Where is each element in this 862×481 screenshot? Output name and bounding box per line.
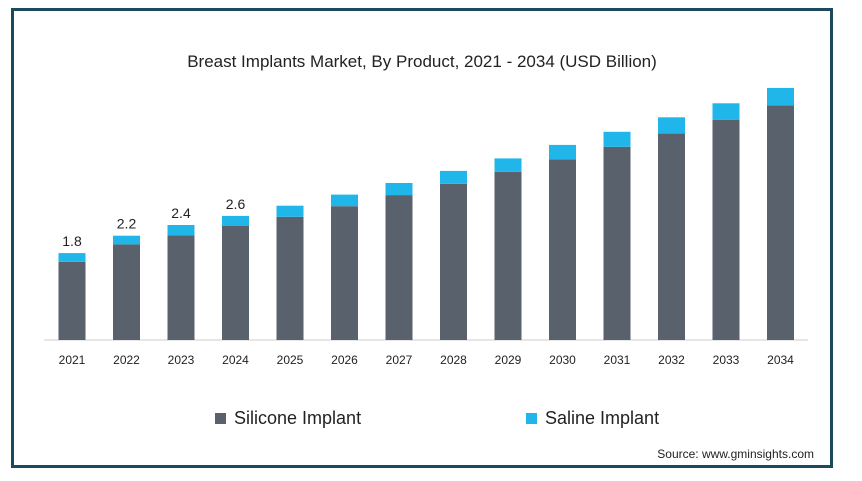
x-tick-label-2023: 2023	[168, 353, 195, 367]
x-tick-label-2030: 2030	[549, 353, 576, 367]
legend-item-saline: Saline Implant	[526, 408, 659, 429]
bar-silicone-2029	[494, 171, 522, 340]
bar-saline-2028	[440, 170, 467, 184]
bar-silicone-2021	[58, 261, 86, 340]
x-tick-label-2021: 2021	[59, 353, 86, 367]
bar-silicone-2025	[276, 216, 304, 340]
bar-saline-2022	[113, 235, 140, 245]
bar-silicone-2026	[331, 206, 358, 340]
chart-title: Breast Implants Market, By Product, 2021…	[187, 52, 657, 71]
legend-swatch-silicone	[215, 413, 226, 424]
legend-swatch-saline	[526, 413, 537, 424]
bar-saline-2033	[712, 103, 740, 120]
legend-item-silicone: Silicone Implant	[215, 408, 361, 429]
bar-saline-2021	[58, 253, 86, 262]
bar-silicone-2028	[440, 184, 467, 340]
bar-saline-2026	[331, 194, 358, 207]
x-tick-label-2025: 2025	[277, 353, 304, 367]
x-tick-label-2033: 2033	[713, 353, 740, 367]
bar-silicone-2032	[658, 133, 685, 340]
bar-silicone-2034	[767, 105, 794, 340]
bars-layer	[58, 87, 794, 340]
x-tick-label-2031: 2031	[604, 353, 631, 367]
bar-silicone-2023	[167, 235, 195, 340]
x-tick-label-2034: 2034	[767, 353, 794, 367]
x-tick-label-2032: 2032	[658, 353, 685, 367]
bar-saline-2031	[603, 131, 631, 147]
labels-layer: 1.8 2.2 2.4 2.6	[62, 196, 245, 249]
x-tick-label-2028: 2028	[440, 353, 467, 367]
data-label-2021: 1.8	[62, 233, 82, 249]
bar-saline-2023	[167, 225, 195, 236]
data-label-2023: 2.4	[171, 205, 191, 221]
bar-silicone-2033	[712, 119, 740, 340]
x-tick-label-2026: 2026	[331, 353, 358, 367]
bar-chart: 1.82.22.42.6 2021 2022 2023 2024 2025 2026 202…	[44, 87, 808, 367]
x-tick-label-2024: 2024	[222, 353, 249, 367]
x-tick-label-2027: 2027	[386, 353, 413, 367]
bar-saline-2029	[494, 158, 522, 172]
x-tick-label-2029: 2029	[495, 353, 522, 367]
bar-saline-2025	[276, 205, 304, 217]
legend: Silicone Implant Saline Implant	[0, 408, 862, 432]
data-label-2024: 2.6	[226, 196, 246, 212]
bar-saline-2032	[658, 117, 685, 134]
bar-saline-2027	[385, 183, 413, 196]
bar-silicone-2022	[113, 244, 140, 340]
legend-label-silicone: Silicone Implant	[234, 408, 362, 428]
ticks-layer: 2021 2022 2023 2024 2025 2026 2027 2028 2029 2030…	[59, 353, 795, 367]
bar-saline-2034	[767, 87, 794, 106]
source-note: Source: www.gminsights.com	[657, 447, 814, 461]
legend-label-saline: Saline Implant	[545, 408, 660, 428]
x-tick-label-2022: 2022	[113, 353, 140, 367]
bar-silicone-2024	[222, 226, 249, 340]
bar-saline-2024	[222, 215, 249, 226]
data-label-2022: 2.2	[117, 216, 137, 232]
bar-silicone-2031	[603, 146, 631, 340]
bar-silicone-2030	[549, 159, 576, 340]
chart-frame	[11, 8, 833, 468]
bar-silicone-2027	[385, 195, 413, 340]
bar-saline-2030	[549, 144, 576, 160]
